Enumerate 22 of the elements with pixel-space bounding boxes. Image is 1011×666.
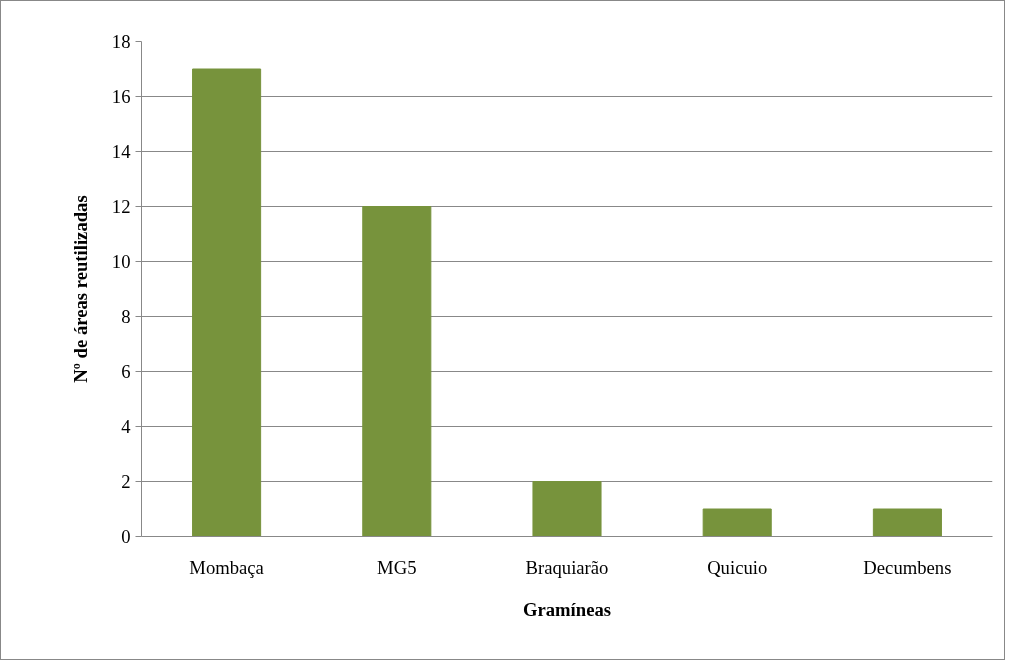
bar	[702, 508, 772, 537]
x-tick-label: MG5	[377, 556, 417, 578]
y-tick-label: 14	[111, 141, 132, 162]
y-tick-label: 12	[111, 196, 131, 217]
y-tick-label: 2	[121, 471, 131, 492]
x-tick-label: Quicuio	[707, 556, 768, 578]
y-tick-label: 10	[111, 251, 131, 272]
y-tick-label: 6	[121, 361, 131, 382]
y-tick-label: 18	[111, 31, 131, 52]
y-tick-label: 16	[111, 86, 131, 107]
x-axis-title: Gramíneas	[522, 598, 612, 620]
y-tick-label: 4	[121, 416, 132, 437]
bar	[192, 68, 262, 537]
bar	[872, 508, 942, 537]
y-tick-label: 0	[121, 526, 131, 547]
bar	[362, 206, 432, 537]
y-tick-label: 8	[121, 306, 131, 327]
x-tick-label: Braquiarão	[525, 556, 609, 578]
y-axis-title: Nº de áreas reutilizadas	[69, 195, 91, 383]
x-tick-label: Mombaça	[189, 556, 265, 578]
bar	[532, 481, 602, 537]
x-tick-label: Decumbens	[863, 556, 952, 578]
